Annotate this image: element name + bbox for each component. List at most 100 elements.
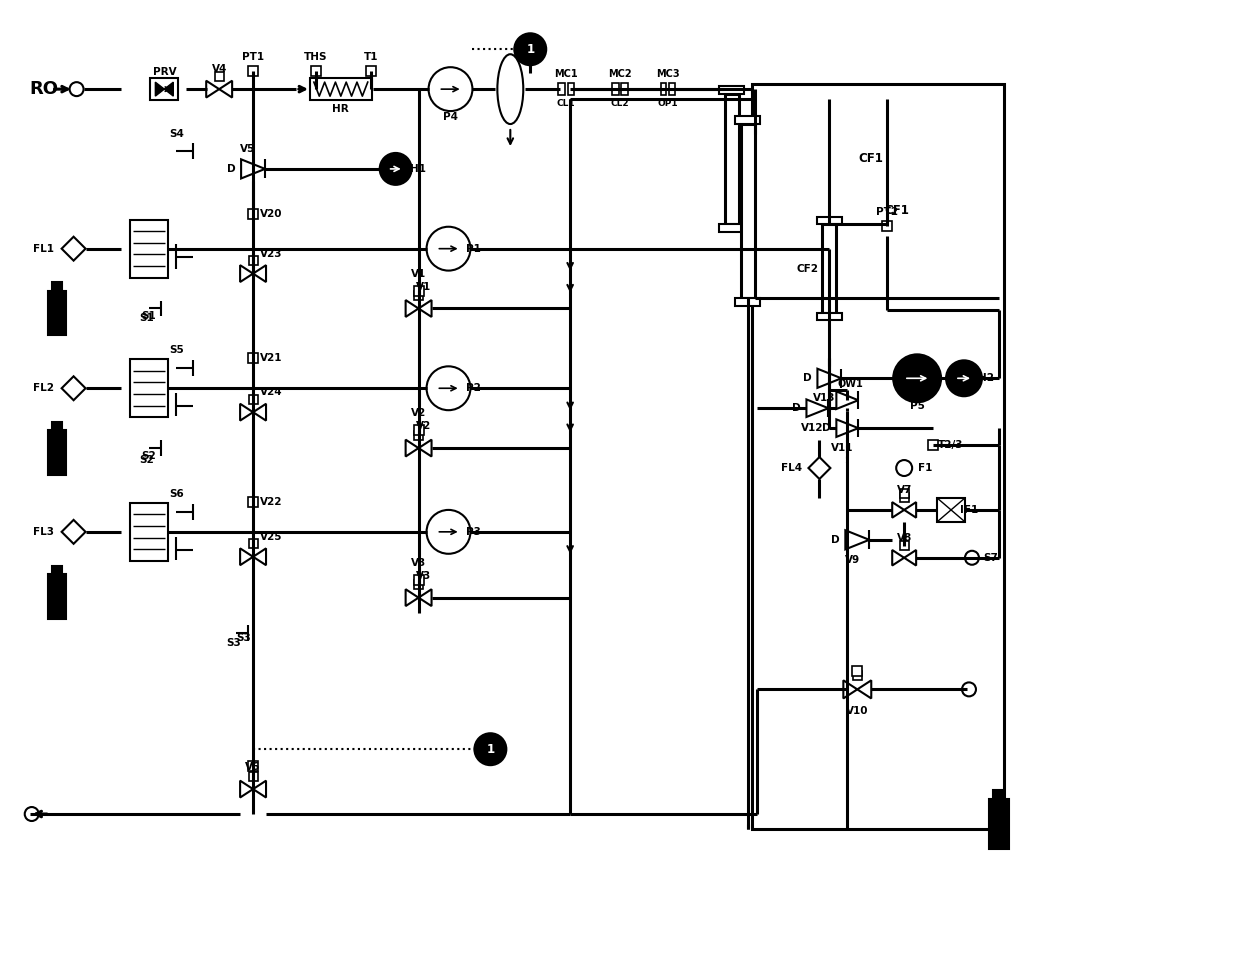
Polygon shape xyxy=(893,550,904,566)
Circle shape xyxy=(429,67,472,111)
Bar xyxy=(882,221,893,230)
Text: FL2: FL2 xyxy=(33,383,55,393)
Bar xyxy=(248,256,258,265)
Bar xyxy=(661,83,666,95)
Text: S2: S2 xyxy=(141,451,156,461)
Text: S7: S7 xyxy=(983,553,998,563)
Text: D: D xyxy=(227,163,236,174)
Circle shape xyxy=(427,227,470,271)
Polygon shape xyxy=(241,160,265,179)
Text: V9: V9 xyxy=(844,554,859,565)
Bar xyxy=(735,116,760,123)
Text: D: D xyxy=(831,534,839,545)
Circle shape xyxy=(515,33,546,65)
Text: 1: 1 xyxy=(486,743,495,755)
Polygon shape xyxy=(419,589,432,606)
Bar xyxy=(853,671,862,681)
Circle shape xyxy=(893,355,941,402)
Polygon shape xyxy=(253,403,267,421)
Polygon shape xyxy=(843,681,857,699)
Polygon shape xyxy=(241,549,253,565)
Bar xyxy=(558,83,564,95)
Text: P2: P2 xyxy=(466,383,481,393)
Bar xyxy=(670,83,675,95)
Polygon shape xyxy=(253,781,267,797)
Bar xyxy=(150,78,179,100)
Polygon shape xyxy=(419,300,432,317)
Text: FL4: FL4 xyxy=(781,463,802,473)
Polygon shape xyxy=(405,300,419,317)
Text: S1: S1 xyxy=(139,314,154,323)
Text: V4: V4 xyxy=(212,64,227,75)
Text: V20: V20 xyxy=(259,208,283,219)
Text: P4: P4 xyxy=(443,112,458,122)
Text: V13: V13 xyxy=(813,393,836,403)
Bar xyxy=(990,799,1009,849)
Text: D: D xyxy=(804,373,812,383)
Bar xyxy=(751,84,1004,829)
Text: S4: S4 xyxy=(170,129,185,139)
Bar xyxy=(852,666,862,677)
Polygon shape xyxy=(893,502,904,518)
Text: V25: V25 xyxy=(259,532,283,542)
Bar xyxy=(621,83,627,95)
Bar xyxy=(366,66,376,76)
Text: S5: S5 xyxy=(170,345,184,356)
Circle shape xyxy=(69,82,83,97)
Bar xyxy=(248,208,258,219)
Polygon shape xyxy=(806,400,828,417)
Text: D: D xyxy=(822,424,831,433)
Text: V21: V21 xyxy=(259,354,283,363)
Bar xyxy=(248,354,258,363)
Text: MC1: MC1 xyxy=(554,69,578,79)
Text: V23: V23 xyxy=(259,249,283,259)
Text: V10: V10 xyxy=(846,706,868,716)
Text: MC2: MC2 xyxy=(608,69,632,79)
Text: THS: THS xyxy=(304,53,327,62)
Polygon shape xyxy=(241,781,253,797)
Text: T2/3: T2/3 xyxy=(939,440,963,450)
Text: D: D xyxy=(792,403,801,413)
Text: CF2: CF2 xyxy=(796,264,818,273)
Bar xyxy=(817,217,842,224)
Text: FL1: FL1 xyxy=(33,244,55,253)
Bar xyxy=(414,286,424,295)
Text: V3: V3 xyxy=(415,571,432,580)
Bar xyxy=(900,493,909,502)
Polygon shape xyxy=(419,440,432,457)
Bar xyxy=(993,790,1004,799)
Bar xyxy=(719,224,744,231)
Text: V2: V2 xyxy=(415,422,432,431)
Text: PRV: PRV xyxy=(153,67,176,77)
Text: S6: S6 xyxy=(170,489,184,499)
Text: CF1: CF1 xyxy=(859,152,884,165)
Bar xyxy=(735,298,760,306)
Text: V3: V3 xyxy=(410,557,427,568)
Polygon shape xyxy=(857,681,872,699)
Bar xyxy=(52,282,62,291)
Text: PT2: PT2 xyxy=(877,206,898,217)
Text: IF1: IF1 xyxy=(960,505,978,515)
Circle shape xyxy=(965,551,978,565)
Text: 1: 1 xyxy=(526,43,534,55)
Polygon shape xyxy=(846,531,869,550)
Bar xyxy=(817,314,842,320)
Circle shape xyxy=(427,366,470,410)
Text: CL1: CL1 xyxy=(557,98,575,108)
Bar xyxy=(52,566,62,574)
Text: P5: P5 xyxy=(910,402,925,411)
Polygon shape xyxy=(206,80,219,98)
Bar xyxy=(47,430,66,475)
Bar xyxy=(130,220,169,277)
Bar xyxy=(248,395,258,403)
Polygon shape xyxy=(241,265,253,282)
Text: H1: H1 xyxy=(409,163,425,174)
Polygon shape xyxy=(817,369,842,388)
Text: HR: HR xyxy=(332,104,350,114)
Polygon shape xyxy=(62,377,86,401)
Text: H2: H2 xyxy=(978,373,994,383)
Text: V24: V24 xyxy=(259,387,283,398)
Polygon shape xyxy=(836,391,858,409)
Text: S1: S1 xyxy=(141,312,156,321)
Circle shape xyxy=(475,733,506,765)
